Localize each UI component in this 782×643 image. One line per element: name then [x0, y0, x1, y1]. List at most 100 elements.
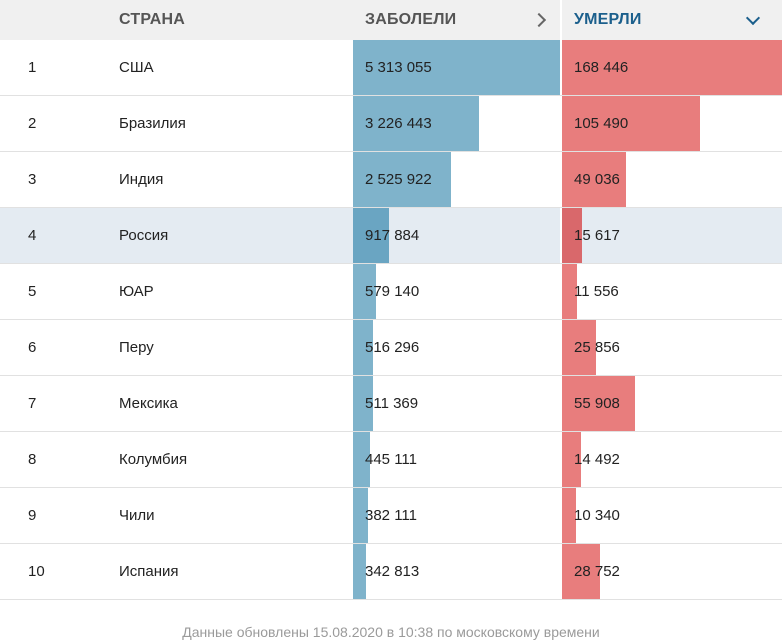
- table-row[interactable]: 4 Россия 917 884 15 617: [0, 208, 782, 264]
- cases-value: 917 884: [365, 227, 420, 244]
- deaths-value: 10 340: [574, 507, 620, 524]
- deaths-cell: 15 617: [561, 208, 782, 263]
- table-row[interactable]: 3 Индия 2 525 922 49 036: [0, 152, 782, 208]
- rank-header: [0, 0, 105, 40]
- rank-cell: 4: [0, 208, 105, 263]
- rank-cell: 1: [0, 40, 105, 95]
- table-row[interactable]: 5 ЮАР 579 140 11 556: [0, 264, 782, 320]
- country-name: Испания: [119, 563, 179, 580]
- cases-value: 516 296: [365, 339, 420, 356]
- deaths-value: 55 908: [574, 395, 620, 412]
- country-cell: Мексика: [105, 376, 353, 431]
- update-note: Данные обновлены 15.08.2020 в 10:38 по м…: [182, 624, 600, 640]
- cases-cell: 511 369: [353, 376, 561, 431]
- deaths-cell: 55 908: [561, 376, 782, 431]
- deaths-sort-button[interactable]: УМЕРЛИ: [561, 0, 782, 40]
- deaths-cell: 28 752: [561, 544, 782, 599]
- rank-cell: 10: [0, 544, 105, 599]
- cases-cell: 382 111: [353, 488, 561, 543]
- rank-cell: 5: [0, 264, 105, 319]
- cases-cell: 2 525 922: [353, 152, 561, 207]
- covid-stats-table: СТРАНА ЗАБОЛЕЛИ УМЕРЛИ 1 США 5 313 055 168 …: [0, 0, 782, 600]
- country-header-label: СТРАНА: [119, 11, 186, 28]
- rank-value: 6: [28, 339, 37, 356]
- cases-cell: 516 296: [353, 320, 561, 375]
- cases-cell: 917 884: [353, 208, 561, 263]
- country-cell: Бразилия: [105, 96, 353, 151]
- deaths-value: 168 446: [574, 59, 629, 76]
- rank-cell: 6: [0, 320, 105, 375]
- deaths-cell: 105 490: [561, 96, 782, 151]
- table-row[interactable]: 2 Бразилия 3 226 443 105 490: [0, 96, 782, 152]
- cases-bar: [353, 432, 371, 487]
- cases-cell: 3 226 443: [353, 96, 561, 151]
- rank-value: 9: [28, 507, 37, 524]
- chevron-down-icon: [745, 10, 761, 25]
- cases-value: 342 813: [365, 563, 420, 580]
- deaths-value: 49 036: [574, 171, 620, 188]
- deaths-value: 105 490: [574, 115, 629, 132]
- cases-bar: [353, 40, 560, 95]
- deaths-bar: [562, 488, 576, 543]
- cases-bar: [353, 544, 367, 599]
- cases-value: 2 525 922: [365, 171, 432, 188]
- cases-bar: [353, 208, 389, 263]
- deaths-value: 11 556: [574, 283, 619, 300]
- deaths-bar: [562, 40, 782, 95]
- table-header: СТРАНА ЗАБОЛЕЛИ УМЕРЛИ: [0, 0, 782, 40]
- table-row[interactable]: 1 США 5 313 055 168 446: [0, 40, 782, 96]
- deaths-bar: [562, 432, 581, 487]
- country-cell: Индия: [105, 152, 353, 207]
- cases-bar: [353, 96, 479, 151]
- country-name: Бразилия: [119, 115, 186, 132]
- country-cell: ЮАР: [105, 264, 353, 319]
- cases-cell: 579 140: [353, 264, 561, 319]
- country-name: Индия: [119, 171, 164, 188]
- country-cell: Колумбия: [105, 432, 353, 487]
- country-cell: Россия: [105, 208, 353, 263]
- country-cell: США: [105, 40, 353, 95]
- cases-cell: 5 313 055: [353, 40, 561, 95]
- table-row[interactable]: 9 Чили 382 111 10 340: [0, 488, 782, 544]
- table-row[interactable]: 8 Колумбия 445 111 14 492: [0, 432, 782, 488]
- cases-value: 5 313 055: [365, 59, 432, 76]
- cases-bar: [353, 152, 452, 207]
- cases-value: 382 111: [365, 507, 417, 524]
- country-cell: Испания: [105, 544, 353, 599]
- cases-header-label: ЗАБОЛЕЛИ: [365, 11, 457, 28]
- deaths-value: 28 752: [574, 563, 620, 580]
- rank-cell: 2: [0, 96, 105, 151]
- table-row[interactable]: 10 Испания 342 813 28 752: [0, 544, 782, 600]
- rank-cell: 7: [0, 376, 105, 431]
- rank-value: 3: [28, 171, 37, 188]
- country-name: ЮАР: [119, 283, 154, 300]
- country-name: Перу: [119, 339, 154, 356]
- cases-value: 445 111: [365, 451, 417, 468]
- rank-value: 1: [28, 59, 37, 76]
- cases-value: 511 369: [365, 395, 419, 412]
- rank-value: 2: [28, 115, 37, 132]
- deaths-bar: [562, 376, 636, 431]
- deaths-bar: [562, 320, 596, 375]
- table-row[interactable]: 7 Мексика 511 369 55 908: [0, 376, 782, 432]
- deaths-value: 15 617: [574, 227, 620, 244]
- cases-value: 579 140: [365, 283, 420, 300]
- deaths-header-label: УМЕРЛИ: [574, 11, 642, 28]
- chevron-right-icon: [531, 12, 547, 28]
- cases-sort-button[interactable]: ЗАБОЛЕЛИ: [353, 0, 561, 40]
- table-row[interactable]: 6 Перу 516 296 25 856: [0, 320, 782, 376]
- rank-value: 7: [28, 395, 37, 412]
- country-column-header[interactable]: СТРАНА: [105, 0, 353, 40]
- deaths-cell: 25 856: [561, 320, 782, 375]
- cases-cell: 342 813: [353, 544, 561, 599]
- deaths-cell: 14 492: [561, 432, 782, 487]
- deaths-cell: 10 340: [561, 488, 782, 543]
- rank-cell: 8: [0, 432, 105, 487]
- rank-value: 10: [28, 563, 45, 580]
- cases-bar: [353, 264, 376, 319]
- cases-bar: [353, 488, 368, 543]
- country-cell: Перу: [105, 320, 353, 375]
- country-cell: Чили: [105, 488, 353, 543]
- cases-bar: [353, 320, 374, 375]
- deaths-bar: [562, 544, 600, 599]
